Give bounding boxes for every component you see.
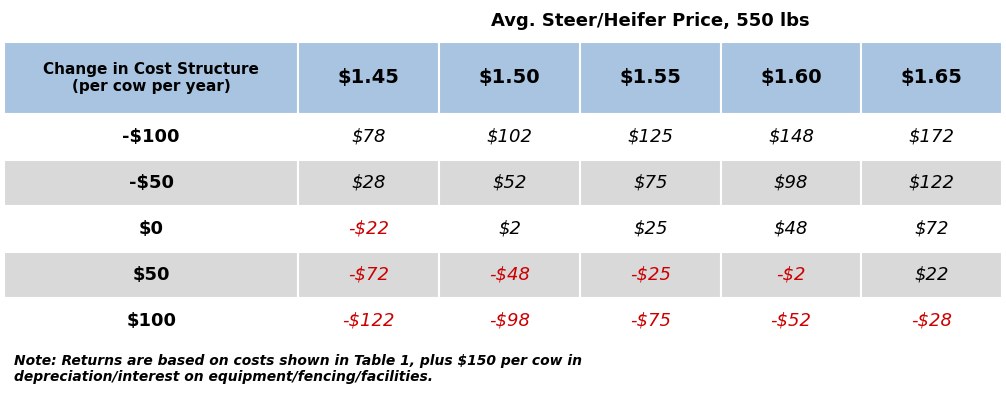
Text: $52: $52 <box>492 174 527 192</box>
Bar <box>861 160 1002 206</box>
Text: $1.55: $1.55 <box>620 69 681 87</box>
Text: $1.50: $1.50 <box>479 69 540 87</box>
Text: -$75: -$75 <box>630 312 671 330</box>
Text: -$72: -$72 <box>348 266 389 284</box>
Bar <box>299 252 440 298</box>
Text: -$25: -$25 <box>630 266 671 284</box>
Bar <box>4 252 299 298</box>
Text: $122: $122 <box>908 174 955 192</box>
Text: $125: $125 <box>627 128 673 146</box>
Text: -$48: -$48 <box>489 266 530 284</box>
Bar <box>720 42 861 114</box>
Bar <box>861 298 1002 344</box>
Text: $75: $75 <box>633 174 667 192</box>
Text: $78: $78 <box>351 128 386 146</box>
Text: Change in Cost Structure
(per cow per year): Change in Cost Structure (per cow per ye… <box>43 62 260 94</box>
Bar <box>720 206 861 252</box>
Bar <box>579 206 720 252</box>
Bar <box>440 298 579 344</box>
Text: $1.60: $1.60 <box>761 69 822 87</box>
Text: -$52: -$52 <box>771 312 812 330</box>
Bar <box>579 298 720 344</box>
Text: -$22: -$22 <box>348 220 389 238</box>
Bar <box>4 42 299 114</box>
Bar <box>440 114 579 160</box>
Text: $72: $72 <box>914 220 949 238</box>
Bar <box>299 160 440 206</box>
Text: -$2: -$2 <box>777 266 806 284</box>
Bar <box>299 114 440 160</box>
Text: $148: $148 <box>768 128 814 146</box>
Text: -$50: -$50 <box>129 174 174 192</box>
Text: $102: $102 <box>487 128 532 146</box>
Text: -$28: -$28 <box>911 312 952 330</box>
Bar <box>4 160 299 206</box>
Text: $1.65: $1.65 <box>900 69 963 87</box>
Bar <box>299 298 440 344</box>
Bar <box>4 344 1002 403</box>
Bar <box>579 42 720 114</box>
Text: $25: $25 <box>633 220 667 238</box>
Bar <box>299 206 440 252</box>
Bar <box>720 160 861 206</box>
Bar <box>4 206 299 252</box>
Bar <box>720 114 861 160</box>
Bar <box>440 42 579 114</box>
Text: $48: $48 <box>774 220 808 238</box>
Bar <box>299 0 1002 42</box>
Bar <box>4 298 299 344</box>
Bar <box>579 160 720 206</box>
Bar <box>720 252 861 298</box>
Text: $172: $172 <box>908 128 955 146</box>
Bar <box>4 0 299 42</box>
Bar <box>579 114 720 160</box>
Bar <box>440 160 579 206</box>
Text: -$98: -$98 <box>489 312 530 330</box>
Bar <box>861 206 1002 252</box>
Text: $100: $100 <box>126 312 176 330</box>
Text: $1.45: $1.45 <box>338 69 399 87</box>
Text: $98: $98 <box>774 174 808 192</box>
Bar <box>720 298 861 344</box>
Bar <box>861 114 1002 160</box>
Text: $0: $0 <box>139 220 164 238</box>
Text: $28: $28 <box>351 174 386 192</box>
Bar <box>861 252 1002 298</box>
Bar <box>440 206 579 252</box>
Text: -$122: -$122 <box>342 312 395 330</box>
Text: Note: Returns are based on costs shown in Table 1, plus $150 per cow in
deprecia: Note: Returns are based on costs shown i… <box>14 354 582 384</box>
Bar <box>440 252 579 298</box>
Text: -$100: -$100 <box>123 128 180 146</box>
Text: $2: $2 <box>498 220 521 238</box>
Text: $50: $50 <box>133 266 170 284</box>
Bar <box>4 114 299 160</box>
Bar <box>861 42 1002 114</box>
Bar <box>579 252 720 298</box>
Bar <box>299 42 440 114</box>
Text: Avg. Steer/Heifer Price, 550 lbs: Avg. Steer/Heifer Price, 550 lbs <box>491 12 810 30</box>
Text: $22: $22 <box>914 266 949 284</box>
